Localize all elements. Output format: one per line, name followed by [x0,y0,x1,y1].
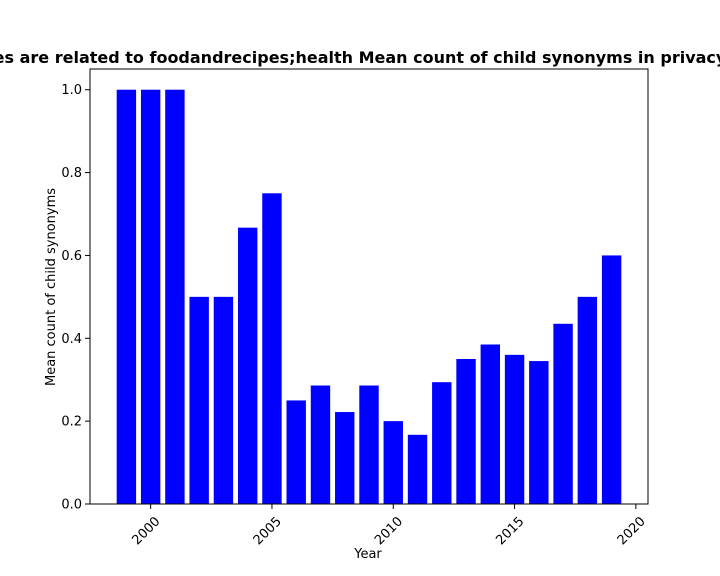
x-tick-label: 2005 [251,514,285,548]
bar-2004 [237,227,258,504]
x-tick-label: 2010 [372,514,406,548]
bar-2002 [189,296,209,504]
bar-2005 [262,193,282,505]
y-tick-label: 0.8 [61,166,82,181]
y-tick-label: 0.4 [61,332,82,347]
bar-2008 [335,412,355,504]
y-tick-label: 0.0 [61,498,82,513]
bar-2009 [359,385,379,504]
bars-group [116,89,622,505]
y-tick-label: 0.2 [61,415,82,430]
chart-title: es are related to foodandrecipes;health … [0,48,720,67]
bar-2017 [553,323,573,504]
bar-2007 [310,385,331,504]
bar-2016 [529,361,549,504]
x-tick-label: 2000 [129,514,163,548]
x-axis: 2000 2005 2010 2015 2020 [129,504,649,548]
bar-2003 [213,296,234,504]
bar-2011 [407,434,428,504]
bar-2000 [140,89,161,504]
bar-1999 [116,89,137,504]
bar-2019 [601,255,622,504]
x-axis-label: Year [353,547,382,562]
bar-2018 [577,296,598,504]
y-axis-label: Mean count of child synonyms [44,188,59,386]
x-tick-label: 2015 [493,514,527,548]
bar-2015 [504,354,525,504]
plot-frame [89,68,649,505]
bar-2012 [432,382,452,504]
bar-2014 [480,344,501,504]
bar-2001 [165,89,185,504]
y-tick-label: 1.0 [61,83,82,98]
bar-2006 [286,400,306,504]
y-axis: 0.0 0.2 0.4 0.6 0.8 1.0 [61,83,90,513]
y-tick-label: 0.6 [61,249,82,264]
bar-2013 [456,359,476,504]
bar-2010 [383,421,403,504]
x-tick-label: 2020 [615,514,649,548]
